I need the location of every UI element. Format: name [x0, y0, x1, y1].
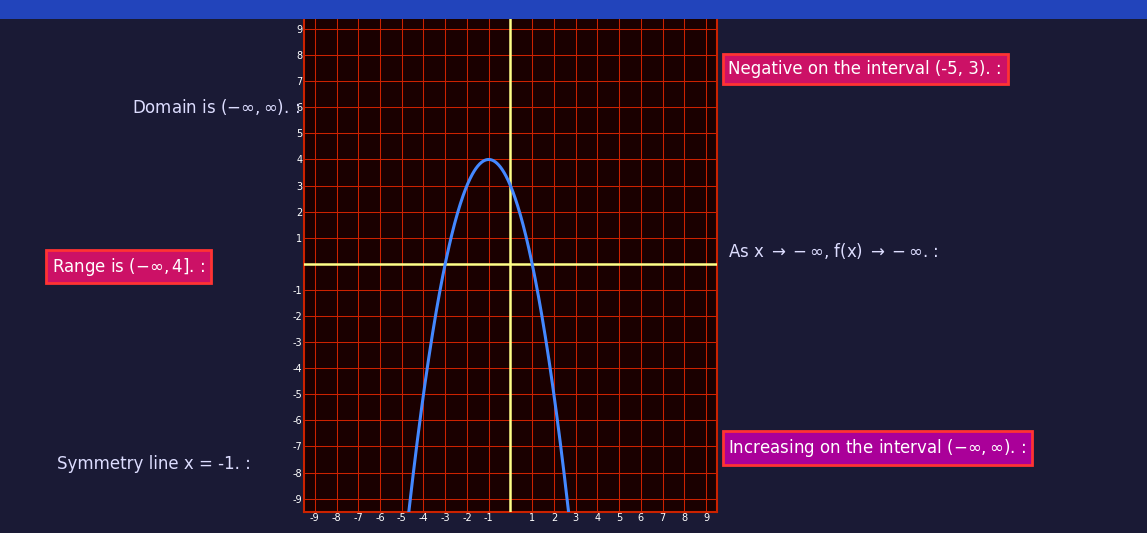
Text: Negative on the interval (-5, 3). :: Negative on the interval (-5, 3). : [728, 60, 1002, 78]
Text: Range is $(-\infty, 4]$. :: Range is $(-\infty, 4]$. : [52, 255, 204, 278]
Text: Domain is $(-\infty, \infty)$. :: Domain is $(-\infty, \infty)$. : [132, 96, 299, 117]
Text: Symmetry line x = -1. :: Symmetry line x = -1. : [57, 455, 251, 473]
Text: Increasing on the interval $(-\infty, \infty)$. :: Increasing on the interval $(-\infty, \i… [728, 437, 1027, 459]
Text: As x $\rightarrow -\infty$, f(x) $\rightarrow -\infty$. :: As x $\rightarrow -\infty$, f(x) $\right… [728, 240, 939, 261]
